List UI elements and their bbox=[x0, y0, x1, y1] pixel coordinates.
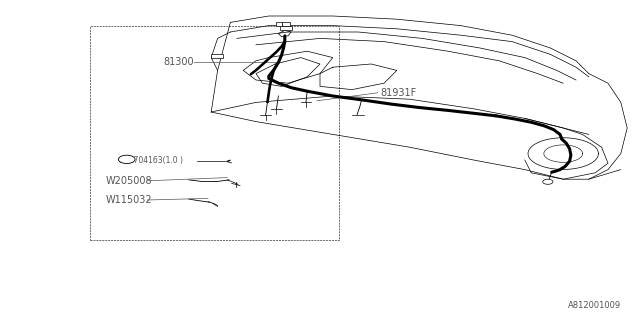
Text: W115032: W115032 bbox=[106, 195, 152, 205]
Text: W205008: W205008 bbox=[106, 176, 152, 186]
Text: 048704163(1.0 ): 048704163(1.0 ) bbox=[119, 156, 183, 164]
Text: 81300: 81300 bbox=[163, 57, 194, 68]
Circle shape bbox=[543, 179, 553, 184]
Circle shape bbox=[118, 155, 135, 164]
Text: A812001009: A812001009 bbox=[568, 301, 621, 310]
Bar bbox=[280, 26, 292, 30]
Bar bbox=[282, 22, 290, 26]
Text: S: S bbox=[124, 157, 129, 162]
Bar bbox=[276, 22, 282, 26]
Bar bbox=[211, 54, 223, 58]
Text: 81931F: 81931F bbox=[381, 88, 417, 98]
